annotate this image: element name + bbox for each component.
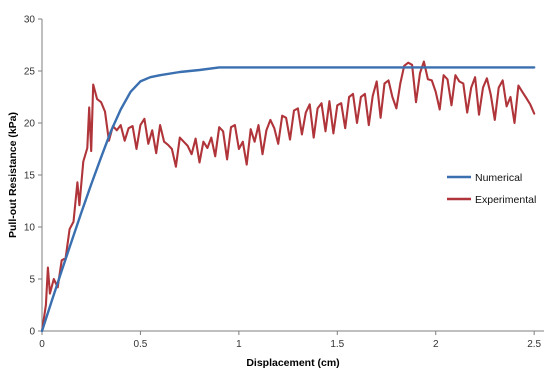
x-tick-label: 0.5 [133, 339, 147, 350]
legend-label-experimental: Experimental [475, 194, 536, 206]
x-tick-label: 1.5 [330, 339, 344, 350]
y-tick-label: 30 [24, 15, 36, 26]
x-axis-title: Displacement (cm) [246, 357, 339, 369]
x-tick-label: 1 [236, 339, 242, 350]
y-tick-label: 15 [24, 171, 36, 182]
legend: Numerical Experimental [447, 172, 536, 206]
y-tick-label: 20 [24, 119, 36, 130]
y-tick-label: 5 [29, 275, 35, 286]
y-tick-label: 0 [29, 327, 35, 338]
series-lines [40, 60, 536, 333]
legend-label-numerical: Numerical [475, 172, 522, 184]
series-line-numerical [40, 66, 536, 333]
axes: 0 5 10 15 20 25 30 0 0.5 1 1.5 2 2.5 [24, 15, 544, 350]
y-tick-label: 25 [24, 67, 36, 78]
x-tick-label: 2 [433, 339, 439, 350]
y-tick-label: 10 [24, 223, 36, 234]
y-axis-title: Pull-out Resistance (kPa) [7, 112, 19, 238]
x-tick-label: 0 [39, 339, 45, 350]
x-tick-label: 2.5 [527, 339, 541, 350]
series-line-experimental [40, 60, 536, 333]
